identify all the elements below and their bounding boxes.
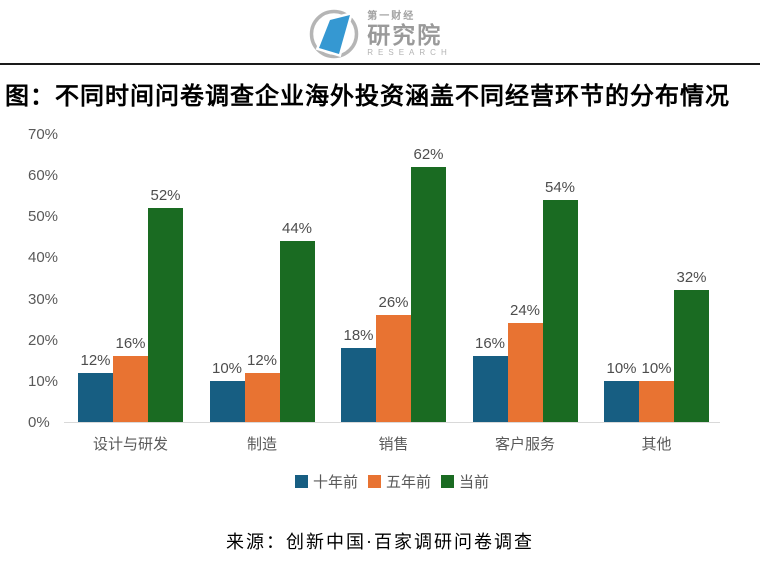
value-label: 10% xyxy=(606,359,637,377)
bar-group: 12% 16% 52% xyxy=(78,187,183,422)
category-label: 其他 xyxy=(641,436,672,453)
y-tick-label: 70% xyxy=(28,126,59,143)
legend-swatch xyxy=(441,475,454,488)
bar: 12% xyxy=(244,352,280,422)
value-label: 12% xyxy=(80,351,111,369)
value-label: 10% xyxy=(211,359,243,377)
bar: 24% xyxy=(507,302,543,422)
y-tick-label: 10% xyxy=(28,372,59,390)
legend-swatch xyxy=(367,475,381,488)
bar: 12% xyxy=(78,352,113,422)
source-note: 来源：创新中国·百家调研问卷调查 xyxy=(226,532,534,552)
value-label: 62% xyxy=(413,145,444,163)
logo-mark-icon xyxy=(310,9,359,59)
bar-group: 18% 26% 62% xyxy=(341,146,446,422)
y-tick-label: 40% xyxy=(28,249,59,267)
y-tick-label: 60% xyxy=(28,167,59,185)
legend-label: 五年前 xyxy=(385,474,431,491)
value-label: 26% xyxy=(378,294,409,312)
value-label: 18% xyxy=(343,326,374,344)
bar-group: 16% 24% 54% xyxy=(472,179,578,422)
bar: 44% xyxy=(279,220,315,422)
y-tick-label: 20% xyxy=(28,331,59,349)
chart-title: 图：不同时间问卷调查企业海外投资涵盖不同经营环节的分布情况 xyxy=(5,84,730,110)
legend-item: 十年前 xyxy=(294,471,358,492)
value-label: 12% xyxy=(246,351,278,369)
value-label: 24% xyxy=(509,302,541,320)
value-label: 16% xyxy=(474,335,506,353)
legend-swatch xyxy=(294,475,308,488)
logo-brand-main: 研究院 xyxy=(367,21,443,48)
bar: 16% xyxy=(113,335,148,422)
bar: 18% xyxy=(341,327,376,422)
x-axis-labels: 设计与研发 制造 销售 客户服务 其他 xyxy=(64,433,720,454)
legend: 十年前 五年前 当前 xyxy=(64,471,720,492)
y-tick-label: 50% xyxy=(28,208,59,226)
bar-group: 10% 12% 44% xyxy=(209,220,315,422)
legend-item: 当前 xyxy=(441,471,489,492)
y-axis: 0% 10% 20% 30% 40% 50% 60% 70% xyxy=(0,127,59,431)
category-label: 客户服务 xyxy=(494,436,555,453)
bar: 16% xyxy=(472,335,508,422)
bars-container: 12% 16% 52% 10% 12% 44% 18% 26% 62% 16% 24% 54% 10% 1… xyxy=(64,135,720,422)
value-label: 44% xyxy=(281,219,313,237)
legend-item: 五年前 xyxy=(367,471,431,492)
header-divider xyxy=(0,63,760,65)
legend-label: 当前 xyxy=(459,474,490,491)
bar: 54% xyxy=(542,179,578,422)
legend-label: 十年前 xyxy=(312,474,358,491)
grouped-bar-chart: 0% 10% 20% 30% 40% 50% 60% 70% 12% 16% 52% 10% 12% 4… xyxy=(0,127,760,458)
value-label: 32% xyxy=(676,269,707,287)
logo-wordmark: 第一财经 研究院 RESEARCH xyxy=(367,10,452,57)
y-tick-label: 30% xyxy=(28,290,59,308)
bar: 62% xyxy=(411,146,446,422)
bar: 10% xyxy=(604,360,639,422)
bar: 10% xyxy=(209,360,245,422)
bar: 26% xyxy=(376,294,411,422)
bar-group: 10% 10% 32% xyxy=(604,269,709,422)
category-label: 销售 xyxy=(378,436,409,453)
bar: 10% xyxy=(639,360,674,422)
bar: 52% xyxy=(148,187,183,422)
brand-logo: 第一财经 研究院 RESEARCH xyxy=(0,6,760,62)
y-tick-label: 0% xyxy=(28,414,50,431)
bar: 32% xyxy=(674,269,709,422)
logo-brand-top: 第一财经 xyxy=(367,10,416,22)
plot-area: 12% 16% 52% 10% 12% 44% 18% 26% 62% 16% 24% 54% 10% 1… xyxy=(64,135,720,423)
value-label: 52% xyxy=(150,187,181,205)
category-label: 设计与研发 xyxy=(92,436,168,453)
value-label: 54% xyxy=(544,178,576,196)
category-label: 制造 xyxy=(246,436,277,453)
value-label: 10% xyxy=(641,359,672,377)
value-label: 16% xyxy=(115,335,146,353)
logo-brand-sub: RESEARCH xyxy=(367,47,452,57)
